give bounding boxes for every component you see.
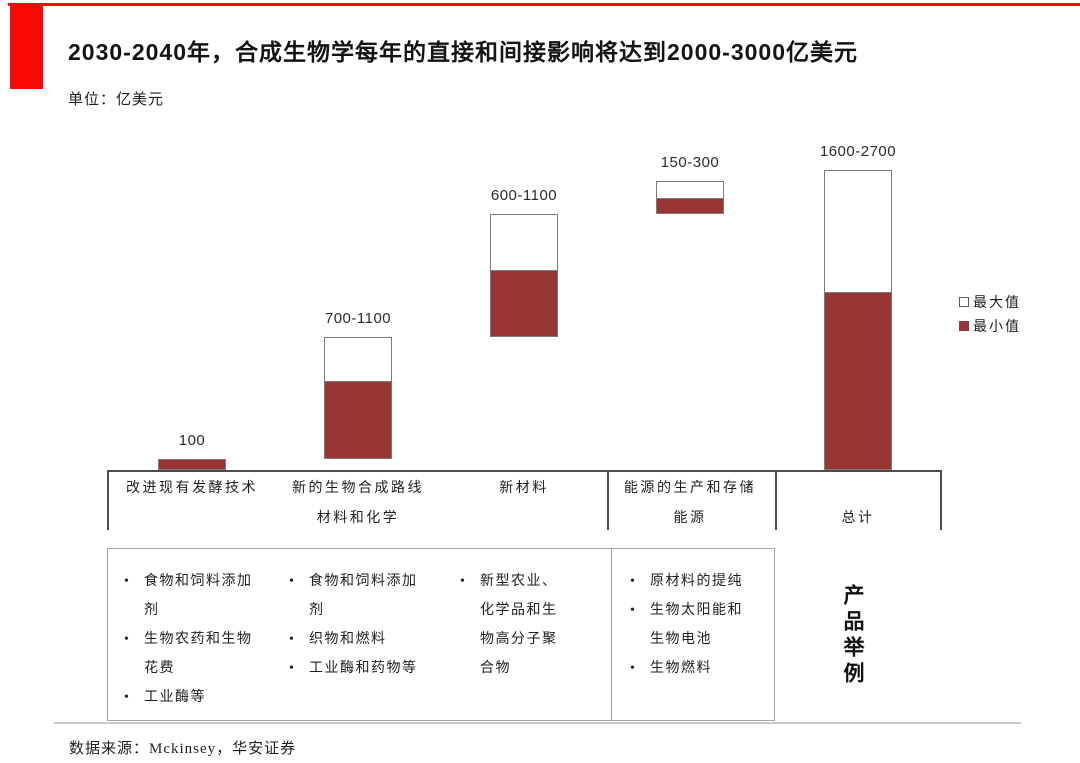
top-red-rule [8,3,1080,6]
bar-value-label: 700-1100 [324,309,392,327]
bar-min-fill [825,292,891,469]
bar-improved-fermentation: 100 [158,0,226,470]
category-band [107,470,942,530]
legend-max-swatch-icon [959,297,969,307]
bar-total: 1600-2700 [820,0,896,470]
bar-energy: 150-300 [656,0,724,470]
list-item: 工业酶等 [122,683,292,712]
list-item: 花费 [144,661,175,676]
bar-min-fill [325,381,391,458]
list-item: 生物燃料 [628,654,768,683]
bar-max-range [656,181,724,215]
list-item: 剂 [309,603,325,618]
category-label-3: 新材料 [499,481,549,496]
list-item: 化学品和生 [480,603,558,618]
legend-item-max: 最大值 [959,294,1021,311]
bar-min-fill [491,270,557,336]
list-item: 食物和饲料添加 [122,567,292,596]
band-divider [940,472,942,530]
bar-value-label: 1600-2700 [819,143,897,160]
bar-new-materials: 600-1100 [490,0,558,470]
legend-min-swatch-icon [959,321,969,331]
category-label-4b: 能源 [673,511,707,526]
product-examples-vertical-title: 产品举例 [841,584,865,688]
product-column-1: 食物和饲料添加 剂 生物农药和生物 花费 工业酶等 [122,567,292,712]
category-label-2: 新的生物合成路线 [292,481,424,496]
list-item: 新型农业、 [458,567,598,596]
category-label-4: 能源的生产和存储 [624,481,756,496]
page-title: 2030-2040年，合成生物学每年的直接和间接影响将达到2000-3000亿美… [68,39,858,65]
bar-max-range [158,458,226,470]
product-column-4: 原材料的提纯 生物太阳能和 生物电池 生物燃料 [628,567,768,683]
list-item: 工业酶和药物等 [287,654,457,683]
bar-min-fill [159,458,225,469]
list-item: 食物和饲料添加 [287,567,457,596]
bar-value-label: 600-1100 [490,187,558,205]
list-item: 生物太阳能和 [628,596,768,625]
data-source: 数据来源：Mckinsey，华安证券 [69,741,297,757]
list-item: 织物和燃料 [287,625,457,654]
list-item: 生物农药和生物 [122,625,292,654]
legend-max-label: 最大值 [973,296,1021,311]
bar-max-range [490,214,558,337]
product-column-2: 食物和饲料添加 剂 织物和燃料 工业酶和药物等 [287,567,457,683]
bar-new-bio-routes: 700-1100 [324,0,392,470]
legend-min-label: 最小值 [973,320,1021,335]
band-divider [107,472,109,530]
band-divider [607,472,609,530]
category-label-2b: 材料和化学 [316,511,400,526]
list-item: 物高分子聚 [480,632,558,647]
bar-value-label: 150-300 [660,154,720,172]
product-box-divider [611,549,613,720]
list-item: 原材料的提纯 [628,567,768,596]
bar-min-fill [657,197,723,214]
category-label-5: 总计 [841,511,875,526]
bottom-rule [54,722,1021,724]
list-item: 合物 [480,661,511,676]
unit-label: 单位：亿美元 [68,92,165,108]
bar-max-range [324,336,392,459]
bar-max-range [824,170,892,470]
list-item: 剂 [144,603,160,618]
product-column-3: 新型农业、 化学品和生 物高分子聚 合物 [458,567,598,683]
category-label-1: 改进现有发酵技术 [126,481,258,496]
product-examples-box [107,548,775,721]
red-accent-block [10,3,43,89]
legend-item-min: 最小值 [959,318,1021,335]
band-divider [775,472,777,530]
list-item: 生物电池 [650,632,712,647]
bar-value-label: 100 [178,431,206,449]
